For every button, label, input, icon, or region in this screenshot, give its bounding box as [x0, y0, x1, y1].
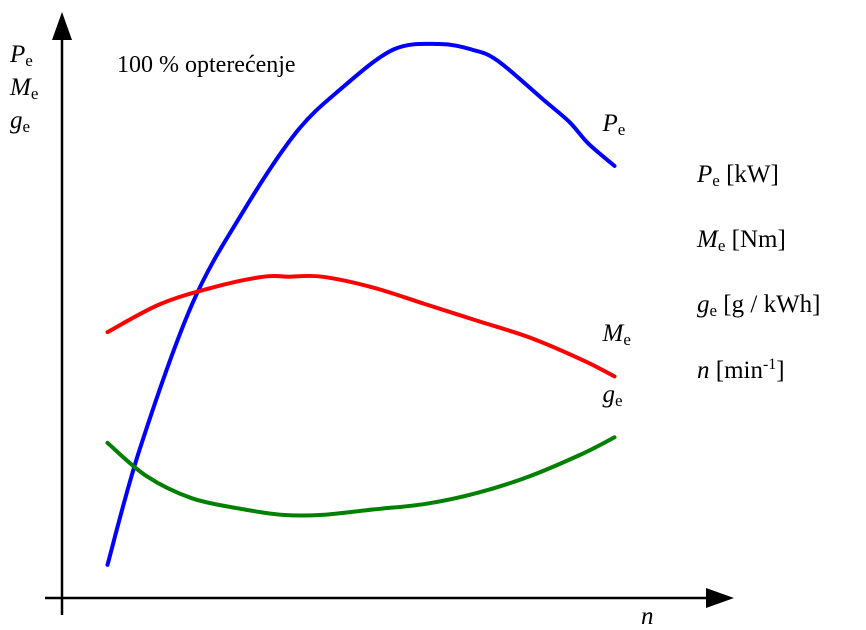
- series-label-ge: ge: [602, 381, 623, 411]
- unit-entry: Me [Nm]: [697, 226, 786, 255]
- series-line-pe: [105, 41, 617, 567]
- y-axis-label-line: Me: [10, 74, 39, 103]
- chart-title: 100 % opterećenje: [117, 52, 296, 78]
- x-axis-label: n: [641, 603, 654, 630]
- series-line-ge: [105, 435, 617, 518]
- x-axis-arrowhead: [706, 588, 734, 608]
- series-label-pe: Pe: [602, 109, 626, 139]
- y-axis-label-line: Pe: [10, 41, 33, 70]
- series-line-me: [105, 273, 617, 379]
- unit-entry: n [min-1]: [697, 356, 785, 384]
- y-axis-label-line: ge: [10, 107, 31, 136]
- series-layer: [105, 41, 617, 567]
- y-axis-arrowhead: [52, 12, 72, 40]
- unit-entry: ge [g / kWh]: [697, 291, 821, 320]
- plot-area: [45, 12, 734, 615]
- unit-entry: Pe [kW]: [697, 161, 779, 190]
- series-label-me: Me: [602, 320, 631, 350]
